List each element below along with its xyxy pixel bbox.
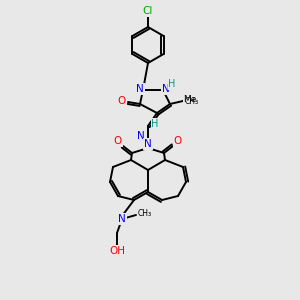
Text: CH₃: CH₃ — [185, 97, 199, 106]
Text: OH: OH — [109, 246, 125, 256]
Text: CH₃: CH₃ — [138, 209, 152, 218]
Text: N: N — [118, 214, 126, 224]
Text: O: O — [114, 136, 122, 146]
Text: H: H — [151, 119, 159, 129]
Text: H: H — [168, 79, 176, 89]
Text: Me: Me — [183, 95, 197, 104]
Text: N: N — [162, 84, 170, 94]
Text: N: N — [144, 139, 152, 149]
Text: O: O — [118, 96, 126, 106]
Text: O: O — [174, 136, 182, 146]
Text: Cl: Cl — [143, 6, 153, 16]
Text: N: N — [136, 84, 144, 94]
Text: N: N — [137, 131, 145, 141]
